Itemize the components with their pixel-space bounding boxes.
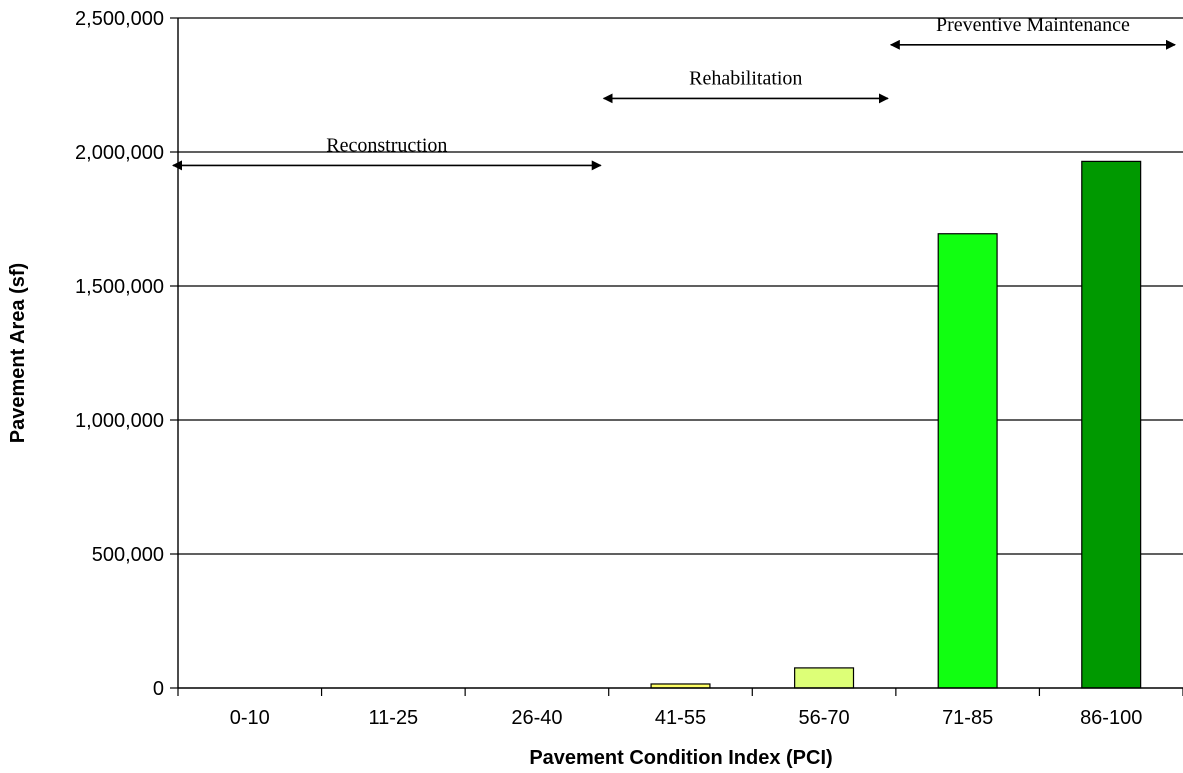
y-tick-label: 0 [153,678,164,700]
x-tick-label: 11-25 [369,707,419,729]
y-tick-label: 500,000 [92,544,164,566]
annotations: Reconstruction Rehabilitation Preventive M… [172,14,1176,171]
axes: 0 500,000 1,000,000 1,500,000 2,000,000 2,500… [75,8,1183,729]
x-tick-label: 86-100 [1080,707,1142,729]
range-label: Reconstruction [326,134,447,156]
y-tick-label: 2,500,000 [75,8,164,30]
y-tick-label: 1,500,000 [75,276,164,298]
x-tick-label: 41-55 [655,707,706,729]
bar-71-85 [937,233,998,689]
range-label: Preventive Maintenance [936,14,1130,36]
x-tick-label: 0-10 [230,707,270,729]
x-tick-label: 26-40 [511,707,562,729]
bars [650,160,1142,689]
bar-86-100 [1081,160,1142,689]
x-tick-label: 71-85 [942,707,993,729]
y-tick-label: 2,000,000 [75,142,164,164]
gridlines [178,17,1183,555]
bar-56-70 [794,667,855,689]
range-label: Rehabilitation [689,67,802,89]
x-tick-label: 56-70 [798,707,849,729]
x-axis-title: Pavement Condition Index (PCI) [529,747,832,769]
y-axis-title: Pavement Area (sf) [7,263,29,443]
y-tick-label: 1,000,000 [75,410,164,432]
